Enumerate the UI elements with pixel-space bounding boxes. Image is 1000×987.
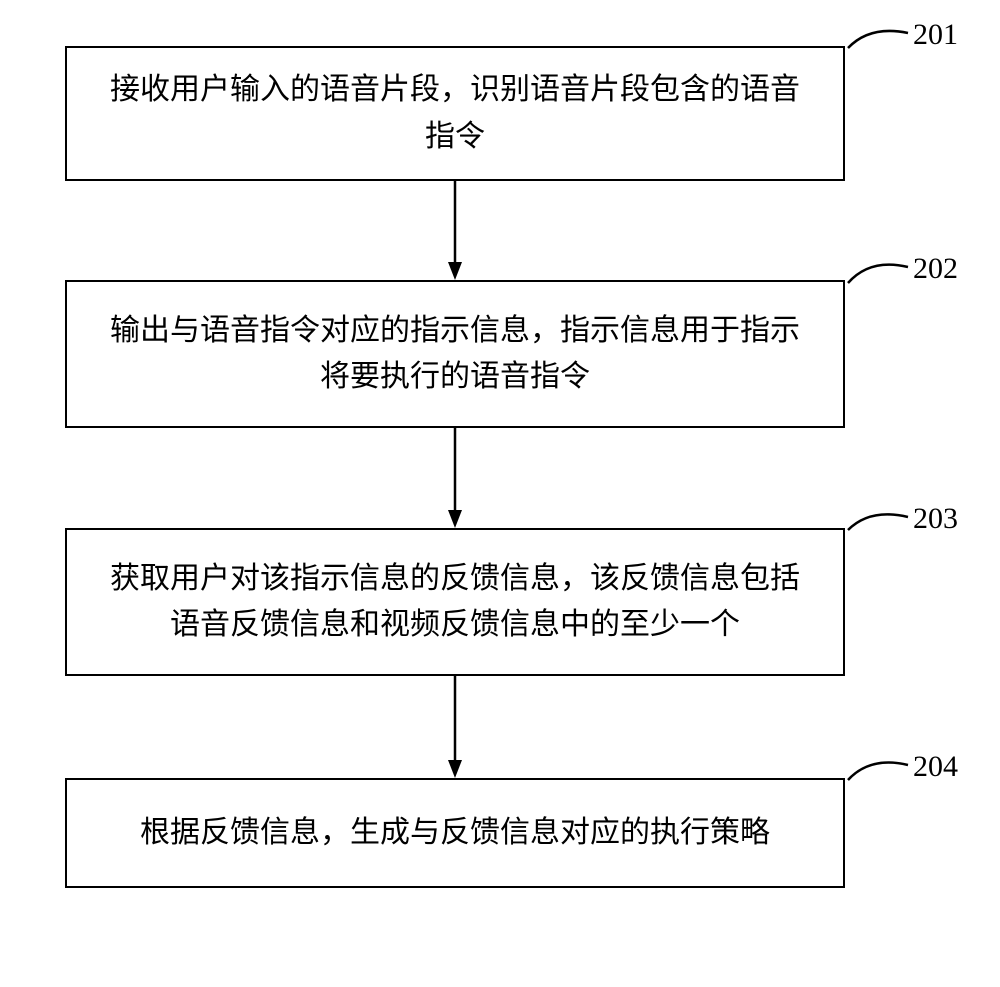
- flow-label-201: 201: [913, 18, 958, 52]
- flow-step-box-204: 根据反馈信息，生成与反馈信息对应的执行策略: [65, 778, 845, 888]
- flow-step-text: 接收用户输入的语音片段，识别语音片段包含的语音指令: [97, 67, 813, 160]
- flow-label-202: 202: [913, 252, 958, 286]
- flow-step-box-203: 获取用户对该指示信息的反馈信息，该反馈信息包括语音反馈信息和视频反馈信息中的至少…: [65, 528, 845, 676]
- flow-step-text: 输出与语音指令对应的指示信息，指示信息用于指示将要执行的语音指令: [97, 308, 813, 401]
- flow-step-box-201: 接收用户输入的语音片段，识别语音片段包含的语音指令: [65, 46, 845, 181]
- flow-step-text: 根据反馈信息，生成与反馈信息对应的执行策略: [140, 810, 770, 857]
- flow-step-text: 获取用户对该指示信息的反馈信息，该反馈信息包括语音反馈信息和视频反馈信息中的至少…: [97, 556, 813, 649]
- flow-label-204: 204: [913, 750, 958, 784]
- flow-label-203: 203: [913, 502, 958, 536]
- flow-step-box-202: 输出与语音指令对应的指示信息，指示信息用于指示将要执行的语音指令: [65, 280, 845, 428]
